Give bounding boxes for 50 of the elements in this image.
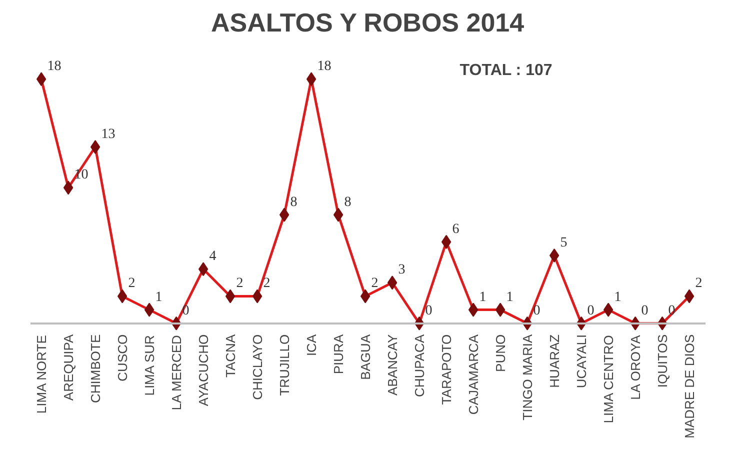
x-tick-label: AREQUIPA [60,334,76,401]
x-tick-label: CHICLAYO [250,334,265,400]
x-tick-label: TACNA [222,334,238,378]
data-label: 2 [371,276,378,292]
x-tick-label: ABANCAY [384,334,400,396]
data-label: 18 [47,59,62,74]
x-tick-label: CHIMBOTE [88,334,103,403]
x-tick-label: AYACUCHO [196,334,211,406]
data-label: 0 [425,303,432,318]
data-label: 1 [506,290,514,305]
data-label: 18 [317,59,332,74]
data-label: 2 [128,276,136,292]
x-tick-label: CHUPACA [412,334,427,397]
x-tick-label: UCAYALI [574,334,589,388]
data-label: 8 [290,194,298,210]
data-label: 8 [344,194,352,210]
data-label: 0 [587,303,594,318]
x-tick-label: HUARAZ [546,334,562,388]
data-label: 1 [479,290,486,305]
data-label: 0 [533,303,540,318]
data-label: 4 [209,249,216,264]
x-tick-label: LIMA CENTRO [600,335,616,424]
x-tick-label: TINGO MARIA [520,334,535,420]
text: TOTAL : 107 [460,62,552,80]
chart-title: ASALTOS Y ROBOS 2014 [210,8,525,38]
data-label: 2 [695,276,702,292]
x-tick-label: CAJAMARCA [466,334,481,415]
x-tick-label: MADRE DE DIOS [682,334,697,438]
x-tick-label: TRUJILLO [276,334,292,396]
data-label: 2 [263,276,270,292]
data-label: 1 [614,290,622,305]
data-label: 0 [182,303,190,318]
x-tick-label: CUSCO [114,334,130,382]
x-tick-label: TARAPOTO [438,334,454,405]
x-tick-label: ICA [304,334,319,356]
data-label: 0 [641,303,648,318]
x-tick-label: IQUITOS [654,334,670,388]
x-tick-label: LIMA NORTE [34,334,49,414]
data-label: 2 [236,276,244,292]
data-label: 5 [560,236,568,251]
x-tick-label: PIURA [330,334,346,374]
data-label: 1 [155,290,162,305]
data-label: 13 [101,126,116,142]
x-tick-label: LA MERCED [168,335,184,410]
x-tick-label: PUNO [492,334,508,372]
data-label: 6 [452,222,460,237]
x-tick-label: BAGUA [358,334,373,380]
data-label: 3 [398,262,406,278]
x-tick-label: LIMA SUR [142,335,157,396]
x-tick-label: LA OROYA [628,334,643,400]
